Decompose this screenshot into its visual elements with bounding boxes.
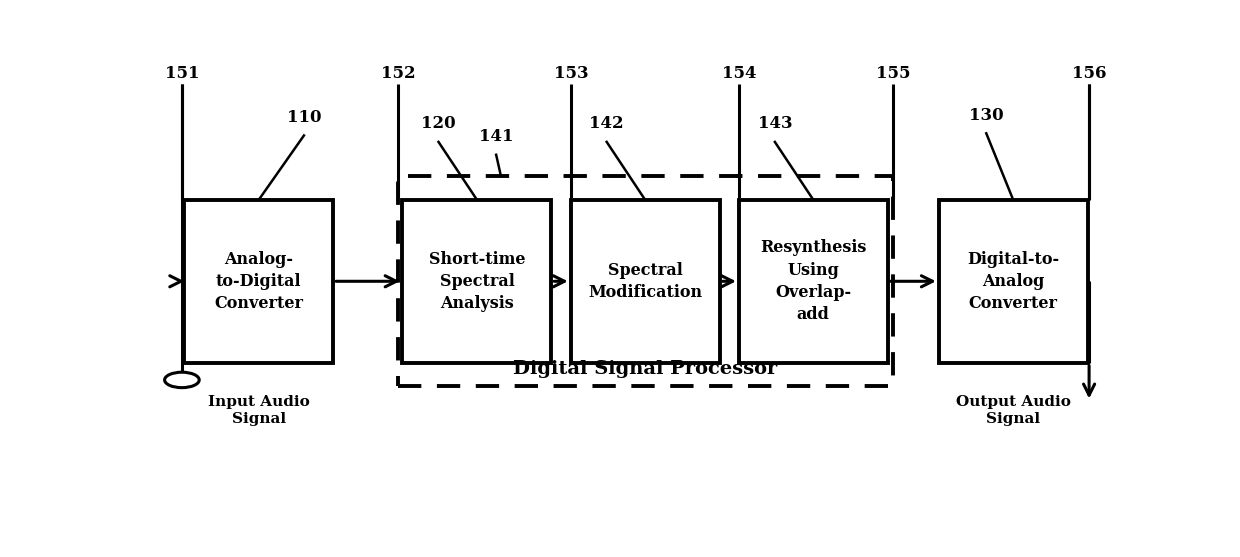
Text: Spectral
Modification: Spectral Modification [588, 262, 702, 301]
Text: 142: 142 [589, 115, 624, 133]
Text: Analog-
to-Digital
Converter: Analog- to-Digital Converter [215, 251, 304, 312]
Text: Short-time
Spectral
Analysis: Short-time Spectral Analysis [429, 251, 526, 312]
Bar [939, 200, 1087, 363]
Text: 110: 110 [286, 109, 321, 126]
Text: 130: 130 [968, 107, 1003, 124]
Text: Input Audio
Signal: Input Audio Signal [208, 395, 310, 426]
Text: 156: 156 [1071, 65, 1106, 82]
Text: 143: 143 [758, 115, 792, 133]
Text: Digital Signal Processor: Digital Signal Processor [513, 360, 777, 378]
Text: 152: 152 [381, 65, 415, 82]
Bar [185, 200, 334, 363]
Text: 155: 155 [875, 65, 910, 82]
Bar [570, 200, 719, 363]
Bar [398, 176, 893, 387]
Text: 154: 154 [722, 65, 756, 82]
Circle shape [165, 372, 200, 388]
Text: 141: 141 [479, 128, 513, 145]
Text: Resynthesis
Using
Overlap-
add: Resynthesis Using Overlap- add [760, 240, 867, 323]
Text: Output Audio
Signal: Output Audio Signal [956, 395, 1070, 426]
Text: 151: 151 [165, 65, 200, 82]
Text: 153: 153 [554, 65, 589, 82]
Text: Digital-to-
Analog
Converter: Digital-to- Analog Converter [967, 251, 1059, 312]
Bar [739, 200, 888, 363]
Bar [403, 200, 552, 363]
Text: 120: 120 [422, 115, 456, 133]
